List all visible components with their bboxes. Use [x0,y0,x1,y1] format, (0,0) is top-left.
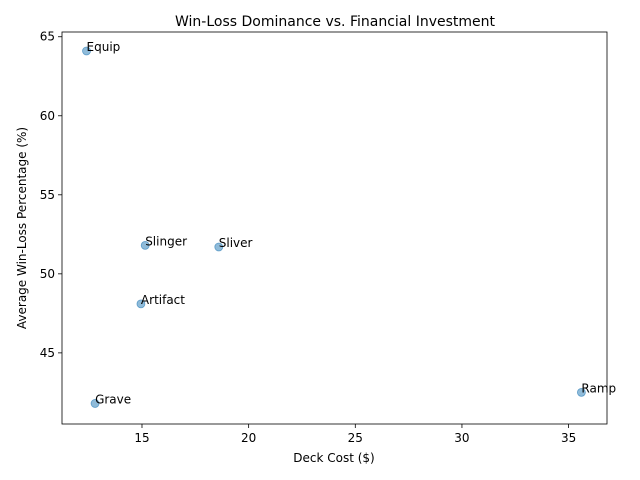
y-tick-label: 50 [40,267,55,281]
axis-ticks: 15 20 25 30 35 45 50 55 60 65 [40,30,577,445]
y-tick-label: 55 [40,188,55,202]
x-tick-label: 25 [348,431,363,445]
point-label-slinger: Slinger [145,234,187,248]
x-tick-label: 35 [561,431,576,445]
data-point-slinger [140,240,150,250]
data-point-ramp [577,387,586,397]
y-tick-label: 65 [40,30,55,44]
point-label-equip: Equip [87,40,121,54]
point-label-ramp: Ramp [581,381,616,395]
point-label-grave: Grave [95,392,131,406]
data-point-artifact [136,299,146,309]
data-points: Equip Slinger Sliver Artifact Ramp Grave [82,40,616,408]
x-tick-label: 20 [241,431,256,445]
point-label-artifact: Artifact [141,293,185,307]
chart-title: Win-Loss Dominance vs. Financial Investm… [175,14,496,30]
plot-frame [61,31,608,425]
x-tick-label: 30 [454,431,469,445]
x-tick-label: 15 [134,431,149,445]
data-point-equip [82,46,91,56]
y-tick-label: 60 [40,109,55,123]
x-axis-label: Deck Cost ($) [293,451,374,465]
point-label-sliver: Sliver [219,236,253,250]
data-point-sliver [214,242,224,252]
y-tick-label: 45 [40,346,55,360]
y-axis-label: Average Win-Loss Percentage (%) [15,127,29,329]
data-point-grave [90,399,100,408]
